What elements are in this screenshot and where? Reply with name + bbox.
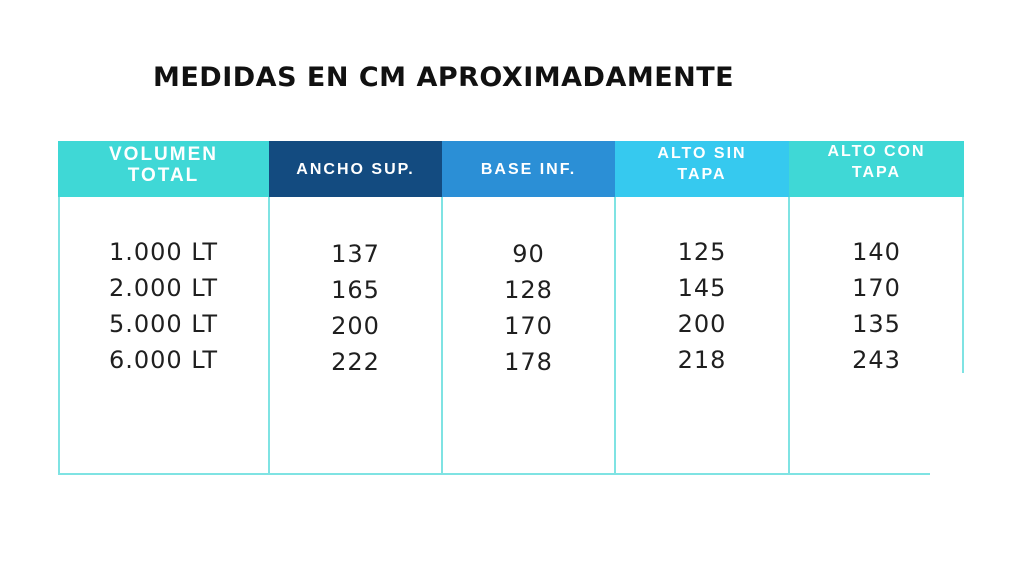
table-cell: 125 (677, 238, 727, 266)
measurements-table: VOLUMEN TOTAL ANCHO SUP. BASE INF. ALTO … (58, 141, 964, 475)
table-cell: 222 (331, 348, 380, 376)
table-cell: 243 (852, 346, 901, 374)
header-ancho-sup: ANCHO SUP. (269, 141, 442, 197)
table-cell: 140 (852, 238, 901, 266)
table-cell: 1.000 LT (108, 238, 219, 266)
header-alto-sin-tapa: ALTO SIN TAPA (615, 141, 789, 197)
header-line: VOLUMEN (109, 144, 218, 165)
table-cell: 170 (852, 274, 901, 302)
table-cell: 170 (504, 312, 553, 340)
column-volumen: 1.000 LT 2.000 LT 5.000 LT 6.000 LT (58, 234, 269, 378)
header-line: TAPA (851, 164, 902, 181)
table-cell: 5.000 LT (108, 310, 219, 338)
column-base-inf: 90 128 170 178 (442, 236, 615, 380)
header-line: TAPA (677, 166, 727, 183)
table-cell: 178 (504, 348, 553, 376)
table-cell: 6.000 LT (108, 346, 219, 374)
table-cell: 128 (504, 276, 553, 304)
column-divider (268, 197, 270, 475)
table-cell: 137 (331, 240, 380, 268)
header-base-inf: BASE INF. (442, 141, 615, 197)
table-cell: 135 (852, 310, 901, 338)
table-cell: 200 (331, 312, 380, 340)
border-right (962, 197, 964, 373)
table-cell: 218 (677, 346, 727, 374)
column-divider (441, 197, 443, 475)
table-cell: 200 (677, 310, 727, 338)
column-divider (788, 197, 790, 475)
header-line: BASE INF. (480, 160, 577, 178)
column-divider (614, 197, 616, 475)
table-cell: 2.000 LT (108, 274, 219, 302)
header-alto-con-tapa: ALTO CON TAPA (789, 141, 964, 197)
header-line: ALTO CON (827, 143, 926, 160)
column-alto-sin-tapa: 125 145 200 218 (615, 234, 789, 378)
table-cell: 145 (677, 274, 727, 302)
header-line: TOTAL (127, 165, 200, 186)
border-bottom (58, 473, 930, 475)
header-volumen-total: VOLUMEN TOTAL (58, 141, 269, 197)
header-line: ALTO SIN (657, 145, 747, 162)
header-line: ANCHO SUP. (296, 160, 415, 178)
table-cell: 165 (331, 276, 380, 304)
column-alto-con-tapa: 140 170 135 243 (789, 234, 964, 378)
column-ancho-sup: 137 165 200 222 (269, 236, 442, 380)
border-left (58, 197, 60, 475)
page-title: MEDIDAS EN CM APROXIMADAMENTE (153, 62, 735, 93)
table-cell: 90 (512, 240, 545, 268)
